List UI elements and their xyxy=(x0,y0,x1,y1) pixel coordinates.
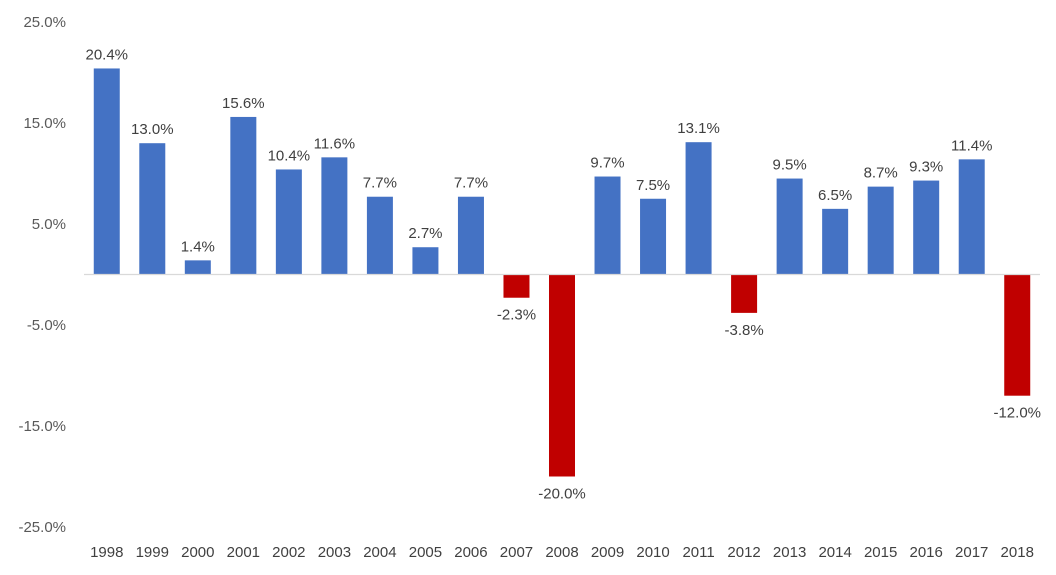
data-label: 2.7% xyxy=(408,225,442,242)
x-tick-label: 1999 xyxy=(136,544,169,561)
x-axis-ticks: 1998 1999 2000 2001 2002 2003 2004 2005 2006 2007… xyxy=(90,544,1034,561)
data-label: 15.6% xyxy=(222,95,265,112)
bar xyxy=(640,198,667,275)
y-tick-label: 25.0% xyxy=(23,14,66,31)
data-label: 20.4% xyxy=(85,46,128,63)
bar xyxy=(503,274,530,298)
x-tick-label: 2000 xyxy=(181,544,214,561)
data-label: -20.0% xyxy=(538,486,586,503)
data-label: 7.7% xyxy=(363,175,397,192)
data-label: -2.3% xyxy=(497,307,536,324)
data-label: 9.7% xyxy=(590,155,624,172)
x-tick-label: 2008 xyxy=(545,544,578,561)
x-tick-label: 2013 xyxy=(773,544,806,561)
bar xyxy=(93,68,120,275)
data-label: -3.8% xyxy=(725,322,764,339)
y-axis-ticks: 25.0% 15.0% 5.0% -5.0% -15.0% -25.0% xyxy=(18,14,66,536)
bar xyxy=(457,196,484,275)
bar xyxy=(366,196,393,275)
x-tick-label: 2014 xyxy=(818,544,851,561)
data-label: 10.4% xyxy=(268,147,311,164)
bar xyxy=(822,208,849,275)
bar xyxy=(139,143,166,275)
data-label: 9.5% xyxy=(773,157,807,174)
bars-group xyxy=(93,68,1031,477)
x-tick-label: 2015 xyxy=(864,544,897,561)
y-tick-label: 15.0% xyxy=(23,115,66,132)
data-label: -12.0% xyxy=(993,405,1041,422)
y-tick-label: -5.0% xyxy=(27,317,66,334)
data-label: 13.0% xyxy=(131,121,174,138)
bar xyxy=(275,169,302,275)
y-tick-label: -25.0% xyxy=(18,519,66,536)
bar xyxy=(321,157,348,275)
bar xyxy=(1004,274,1031,396)
bar xyxy=(594,176,621,275)
x-tick-label: 1998 xyxy=(90,544,123,561)
bar xyxy=(958,159,985,275)
data-label: 13.1% xyxy=(677,120,720,137)
data-label: 11.6% xyxy=(314,135,355,152)
data-label: 7.5% xyxy=(636,177,670,194)
x-tick-label: 2016 xyxy=(910,544,943,561)
x-tick-label: 2012 xyxy=(727,544,760,561)
bar xyxy=(230,116,257,275)
x-tick-label: 2001 xyxy=(227,544,260,561)
x-tick-label: 2009 xyxy=(591,544,624,561)
data-label: 9.3% xyxy=(909,159,943,176)
bar xyxy=(731,274,758,313)
y-tick-label: 5.0% xyxy=(32,216,66,233)
x-tick-label: 2007 xyxy=(500,544,533,561)
bar xyxy=(685,142,712,275)
x-tick-label: 2017 xyxy=(955,544,988,561)
x-tick-label: 2003 xyxy=(318,544,351,561)
bar xyxy=(184,260,211,275)
bar xyxy=(867,186,894,275)
data-label: 6.5% xyxy=(818,187,852,204)
x-tick-label: 2011 xyxy=(682,544,714,561)
y-tick-label: -15.0% xyxy=(18,418,66,435)
data-label: 1.4% xyxy=(181,238,215,255)
data-label: 8.7% xyxy=(864,165,898,182)
x-tick-label: 2018 xyxy=(1001,544,1034,561)
x-tick-label: 2005 xyxy=(409,544,442,561)
data-labels-group: 20.4% 13.0% 1.4% 15.6% 10.4%11.6% 7.7% 2.7% 7.7… xyxy=(85,46,1041,502)
bar xyxy=(913,180,940,275)
bar xyxy=(412,247,439,275)
x-tick-label: 2006 xyxy=(454,544,487,561)
x-tick-label: 2010 xyxy=(636,544,669,561)
x-tick-label: 2002 xyxy=(272,544,305,561)
data-label: 11.4% xyxy=(951,137,992,154)
data-label: 7.7% xyxy=(454,175,488,192)
bar xyxy=(776,178,803,275)
x-tick-label: 2004 xyxy=(363,544,396,561)
bar xyxy=(549,274,575,477)
